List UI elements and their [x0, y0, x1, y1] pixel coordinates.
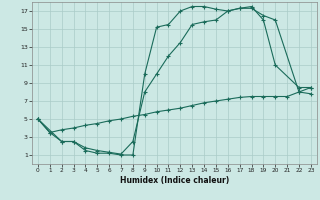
X-axis label: Humidex (Indice chaleur): Humidex (Indice chaleur) [120, 176, 229, 185]
